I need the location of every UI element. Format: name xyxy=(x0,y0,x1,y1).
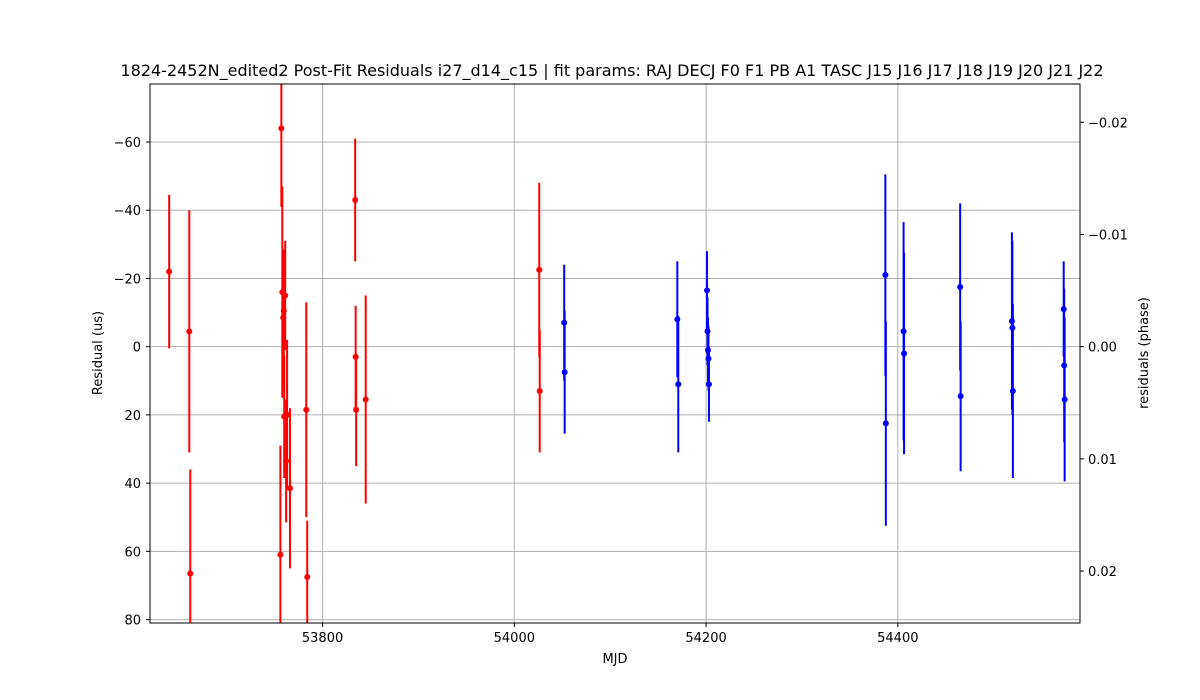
data-point xyxy=(957,283,964,290)
data-point xyxy=(303,406,310,413)
y-tick-label: −20 xyxy=(114,272,141,287)
grid-lines xyxy=(150,84,1080,623)
data-point xyxy=(561,369,568,376)
y-axis-label: Residual (us) xyxy=(91,311,106,395)
y-tick-label: 0 xyxy=(133,341,141,356)
y-tick-label: −60 xyxy=(114,136,141,151)
chart-title: 1824-2452N_edited2 Post-Fit Residuals i2… xyxy=(120,61,1103,81)
y2-axis-ticks: −0.02 −0.01 0.00 0.01 0.02 xyxy=(1080,116,1128,580)
data-series xyxy=(561,174,1068,526)
x-axis-label: MJD xyxy=(602,652,627,667)
y2-tick-label: −0.01 xyxy=(1088,228,1128,243)
x-axis-ticks: 53800 54000 54200 54400 xyxy=(302,623,919,646)
y-tick-label: 80 xyxy=(124,614,141,629)
data-point xyxy=(284,411,291,418)
data-point xyxy=(353,406,360,413)
data-point xyxy=(286,485,293,492)
data-point xyxy=(166,268,173,275)
data-point xyxy=(536,388,543,395)
data-point xyxy=(882,420,889,427)
data-point xyxy=(536,266,543,273)
data-points xyxy=(166,84,1068,623)
data-point xyxy=(362,396,369,403)
data-point xyxy=(705,381,712,388)
data-point xyxy=(278,125,285,132)
data-point xyxy=(957,393,964,400)
x-tick-label: 54200 xyxy=(685,631,726,646)
data-point xyxy=(282,292,289,299)
data-point xyxy=(1009,388,1016,395)
data-point xyxy=(187,570,194,577)
y2-axis-label: residuals (phase) xyxy=(1137,297,1152,409)
data-point xyxy=(352,196,359,203)
y-axis-ticks: −60 −40 −20 0 20 40 60 80 xyxy=(114,136,150,629)
x-tick-label: 54400 xyxy=(877,631,918,646)
data-point xyxy=(186,328,193,335)
x-tick-label: 53800 xyxy=(302,631,343,646)
y-tick-label: 40 xyxy=(124,477,141,492)
y2-tick-label: −0.02 xyxy=(1088,116,1128,131)
data-point xyxy=(675,381,682,388)
data-point xyxy=(304,573,311,580)
y2-tick-label: 0.00 xyxy=(1088,341,1117,356)
y-tick-label: 60 xyxy=(124,545,141,560)
plot-area-frame xyxy=(149,83,1081,624)
data-point xyxy=(1061,396,1068,403)
data-point xyxy=(901,350,908,357)
data-point xyxy=(277,551,284,558)
data-point xyxy=(704,287,711,294)
y2-tick-label: 0.02 xyxy=(1088,565,1117,580)
y-tick-label: 20 xyxy=(124,409,141,424)
y-tick-label: −40 xyxy=(114,204,141,219)
x-tick-label: 54000 xyxy=(494,631,535,646)
data-series xyxy=(166,84,543,623)
data-point xyxy=(882,272,889,279)
y2-tick-label: 0.01 xyxy=(1088,453,1117,468)
